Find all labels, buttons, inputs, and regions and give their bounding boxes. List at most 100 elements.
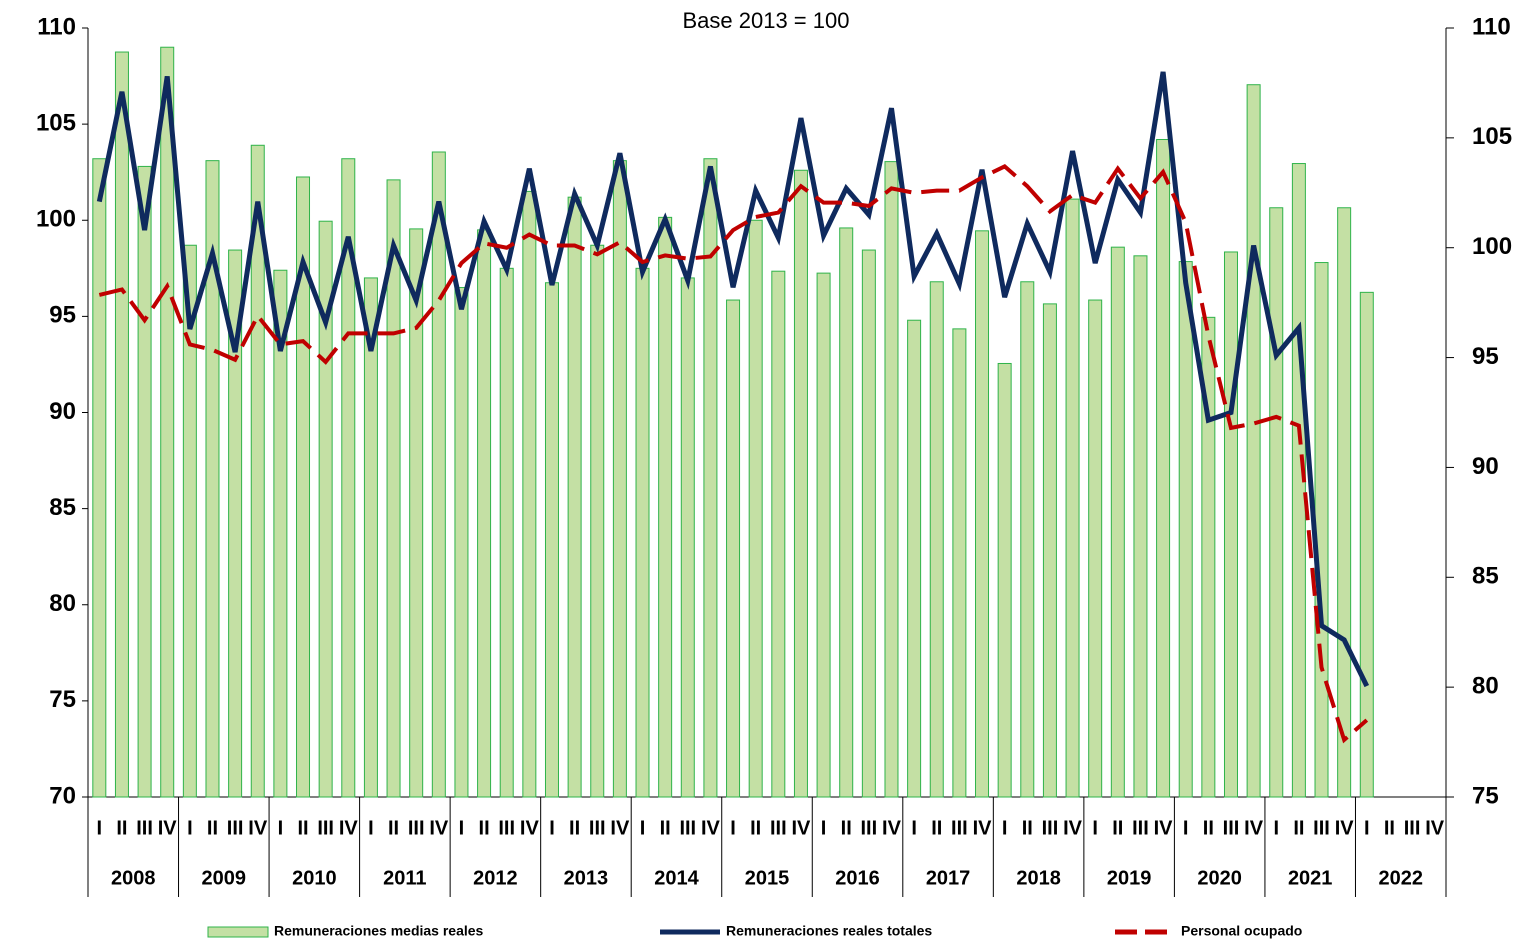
bar	[1337, 207, 1352, 798]
x-tick-label: III	[1404, 817, 1421, 839]
bar	[454, 287, 469, 798]
x-tick-label: II	[1384, 817, 1395, 839]
bar	[273, 269, 288, 798]
x-tick-label: II	[931, 817, 942, 839]
bar	[680, 277, 695, 798]
x-tick-label: III	[408, 817, 425, 839]
year-label: 2022	[1378, 867, 1423, 889]
x-tick-label: I	[730, 817, 736, 839]
x-tick-label: II	[569, 817, 580, 839]
x-tick-label: III	[951, 817, 968, 839]
year-label: 2014	[654, 867, 699, 889]
bar	[137, 165, 152, 798]
y-tick-label: 75	[49, 686, 76, 713]
x-tick-label: I	[1273, 817, 1279, 839]
y2-tick-label: 100	[1472, 233, 1512, 260]
x-tick-label: I	[1364, 817, 1370, 839]
bar	[522, 190, 537, 798]
x-tick-label: II	[660, 817, 671, 839]
x-tick-label: III	[136, 817, 153, 839]
x-tick-label: III	[317, 817, 334, 839]
x-tick-label: III	[1042, 817, 1059, 839]
x-tick-label: III	[1132, 817, 1149, 839]
year-label: 2019	[1107, 867, 1152, 889]
x-tick-label: IV	[882, 817, 902, 839]
year-label: 2012	[473, 867, 518, 889]
x-tick-label: IV	[1425, 817, 1445, 839]
chart-subtitle: Base 2013 = 100	[683, 8, 850, 33]
x-tick-label: III	[861, 817, 878, 839]
legend-label: Remuneraciones medias reales	[274, 923, 484, 939]
bar	[1088, 299, 1103, 798]
bar	[1269, 207, 1284, 798]
x-tick-label: I	[278, 817, 284, 839]
bar	[92, 158, 107, 798]
bar	[884, 161, 899, 798]
x-tick-label: II	[297, 817, 308, 839]
x-tick-label: IV	[339, 817, 359, 839]
bar	[182, 244, 197, 798]
year-label: 2011	[383, 867, 426, 889]
x-tick-label: IV	[248, 817, 268, 839]
x-tick-label: II	[479, 817, 490, 839]
legend-label: Personal ocupado	[1181, 923, 1302, 939]
x-tick-label: I	[1002, 817, 1008, 839]
x-tick-label: II	[1022, 817, 1033, 839]
y-tick-label: 105	[36, 109, 76, 136]
bar	[590, 244, 605, 798]
x-tick-label: I	[459, 817, 465, 839]
x-tick-label: III	[589, 817, 606, 839]
bar	[1156, 139, 1171, 798]
bar	[160, 46, 175, 798]
y-tick-label: 90	[49, 398, 76, 425]
bar	[771, 270, 786, 798]
bar	[816, 272, 831, 798]
bar	[748, 219, 763, 798]
y2-tick-label: 110	[1472, 13, 1511, 40]
x-tick-label: I	[640, 817, 646, 839]
y-tick-label: 70	[49, 782, 76, 809]
bar	[296, 176, 311, 798]
bar	[1042, 303, 1057, 798]
x-tick-label: II	[1112, 817, 1123, 839]
bar	[228, 249, 243, 798]
bar	[567, 196, 582, 798]
bar	[1201, 316, 1216, 798]
x-tick-label: II	[388, 817, 399, 839]
bar	[1065, 198, 1080, 798]
bar	[318, 220, 333, 798]
year-label: 2017	[926, 867, 971, 889]
bar	[997, 362, 1012, 798]
y2-tick-label: 80	[1472, 672, 1499, 699]
bar	[1178, 261, 1193, 798]
bar	[1133, 255, 1148, 798]
bar	[114, 51, 129, 798]
bar	[363, 277, 378, 798]
x-tick-label: IV	[701, 817, 721, 839]
year-label: 2020	[1197, 867, 1242, 889]
bar	[477, 229, 492, 798]
year-label: 2018	[1016, 867, 1061, 889]
x-tick-label: II	[841, 817, 852, 839]
bar	[839, 227, 854, 798]
x-tick-label: I	[1183, 817, 1189, 839]
bar	[1359, 291, 1374, 798]
bar	[431, 151, 446, 798]
bar	[658, 216, 673, 798]
y2-tick-label: 85	[1472, 563, 1499, 590]
x-tick-label: IV	[1063, 817, 1083, 839]
bar	[975, 230, 990, 798]
x-tick-label: IV	[429, 817, 449, 839]
bar	[409, 228, 424, 798]
bar	[499, 267, 514, 798]
year-label: 2008	[111, 867, 156, 889]
year-label: 2013	[564, 867, 609, 889]
bar	[952, 328, 967, 798]
bar	[250, 144, 265, 798]
x-tick-label: I	[1092, 817, 1098, 839]
x-tick-label: I	[368, 817, 374, 839]
x-tick-label: I	[97, 817, 103, 839]
x-tick-label: IV	[791, 817, 811, 839]
x-tick-label: I	[911, 817, 917, 839]
x-tick-label: II	[1203, 817, 1214, 839]
